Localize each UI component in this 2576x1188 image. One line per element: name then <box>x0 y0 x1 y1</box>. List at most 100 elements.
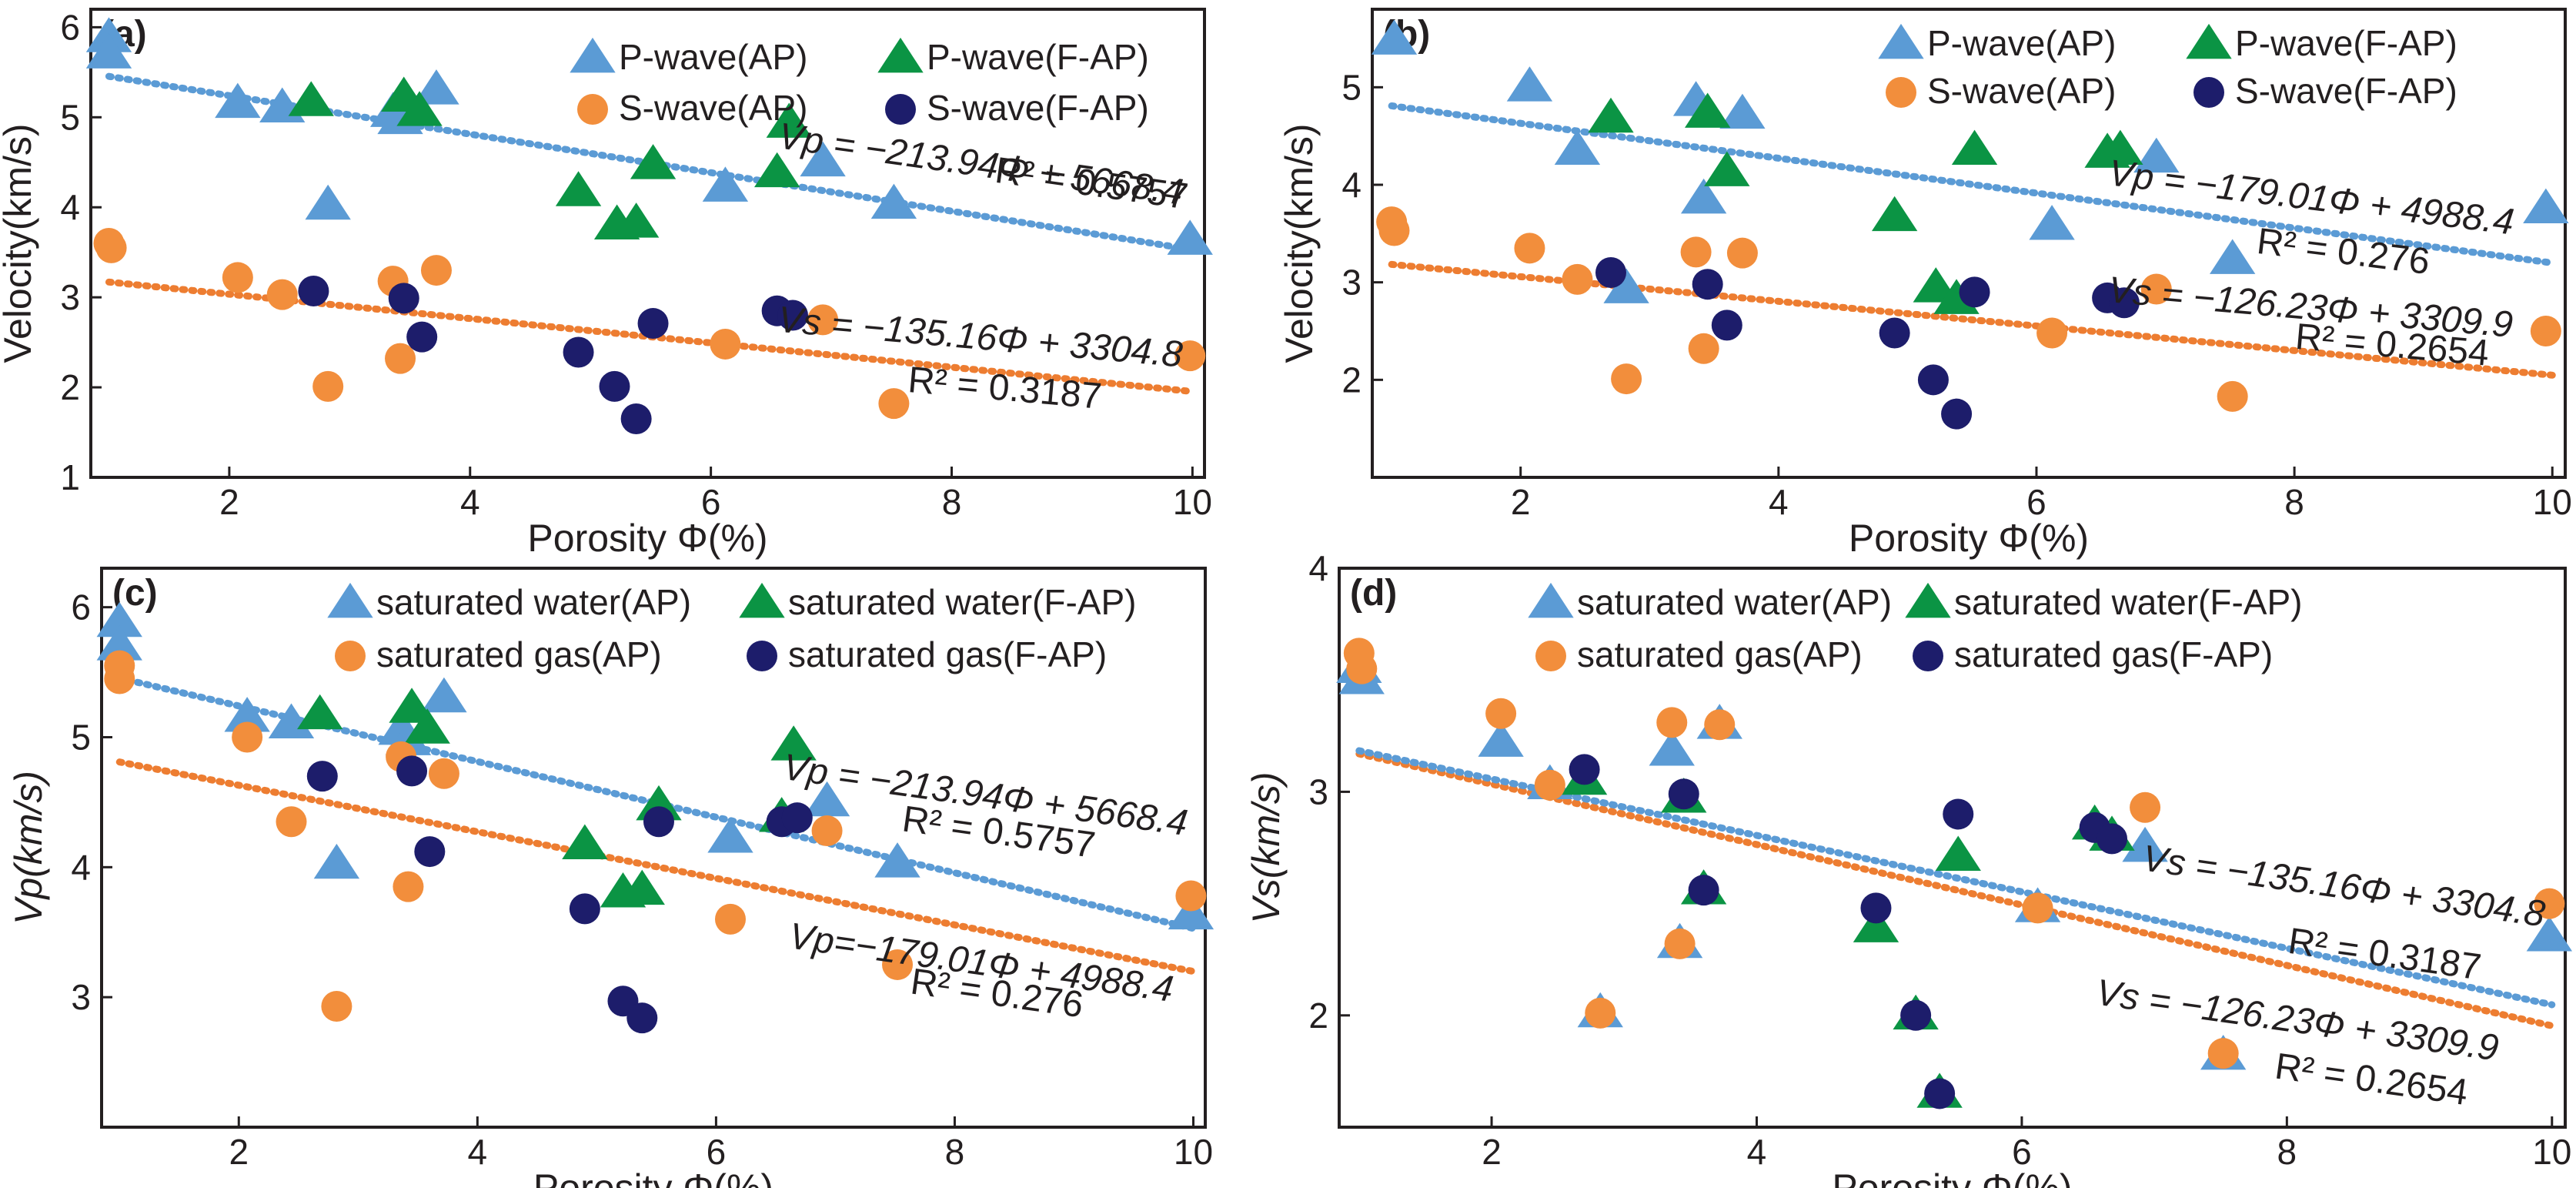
data-point <box>288 81 334 116</box>
data-point <box>1853 907 1899 942</box>
data-point <box>562 824 608 859</box>
data-point <box>1688 875 1719 906</box>
series-4 <box>298 275 809 434</box>
data-point <box>2036 317 2068 349</box>
x-tick-label: 4 <box>1769 482 1789 522</box>
data-point <box>2534 888 2565 919</box>
legend-label: saturated gas(AP) <box>376 634 662 674</box>
legend-marker <box>747 641 777 671</box>
data-point <box>1175 880 1207 912</box>
legend-label: saturated water(F-AP) <box>788 582 1136 622</box>
data-point <box>637 308 669 340</box>
data-point <box>2097 823 2128 855</box>
legend-marker <box>2193 77 2224 108</box>
data-point <box>1534 769 1565 801</box>
fit-line-1 <box>1388 102 2556 267</box>
y-tick-label: 3 <box>71 977 91 1017</box>
x-tick-label: 6 <box>2026 482 2046 522</box>
data-point <box>2097 129 2143 166</box>
data-point <box>1719 93 1766 129</box>
data-point <box>224 697 270 732</box>
x-tick-label: 2 <box>1511 482 1531 522</box>
x-tick-label: 4 <box>460 482 480 522</box>
data-point <box>1917 364 1949 396</box>
data-point <box>2217 380 2248 412</box>
x-tick-label: 4 <box>468 1132 488 1172</box>
series-4 <box>1595 257 2140 430</box>
data-point <box>874 842 920 878</box>
data-point <box>1478 721 1524 757</box>
x-axis-title: Porosity Φ(%) <box>533 1166 773 1188</box>
x-tick-label: 8 <box>2277 1132 2297 1172</box>
data-point <box>707 818 753 853</box>
y-tick-label: 5 <box>60 97 80 137</box>
data-point <box>2133 137 2180 173</box>
x-tick-label: 4 <box>1747 1132 1767 1172</box>
data-point <box>1871 196 1918 232</box>
data-point <box>1943 798 1974 830</box>
x-tick-label: 6 <box>2012 1132 2032 1172</box>
data-point <box>312 370 344 402</box>
y-tick-label: 6 <box>60 7 80 47</box>
data-point <box>1680 178 1727 214</box>
data-point <box>882 949 914 980</box>
data-point <box>1692 269 1723 300</box>
data-point <box>870 183 917 219</box>
legend-label: S-wave(AP) <box>619 88 807 128</box>
legend-label: P-wave(AP) <box>1927 23 2116 63</box>
data-point <box>1174 340 1206 372</box>
data-point <box>396 755 428 787</box>
data-point <box>1935 835 1981 871</box>
data-point <box>613 202 660 238</box>
legend-marker <box>1913 641 1943 671</box>
x-tick-label: 10 <box>1174 1132 1213 1172</box>
data-point <box>811 815 843 847</box>
series-1 <box>1371 19 2569 303</box>
data-point <box>1506 66 1553 102</box>
data-point <box>702 166 749 202</box>
legend-label: S-wave(F-AP) <box>927 88 1149 128</box>
data-point <box>1595 257 1626 288</box>
fit-equation: Vs = −135.16Φ + 3304.8 <box>777 300 1184 376</box>
legend-marker <box>1528 582 1574 618</box>
data-point <box>1941 398 1973 430</box>
legend-label: saturated water(AP) <box>1577 582 1892 622</box>
legend-label: P-wave(AP) <box>619 37 807 77</box>
data-point <box>1951 129 1998 166</box>
legend-marker <box>327 582 373 618</box>
y-tick-label: 2 <box>1341 360 1362 400</box>
y-axis-title: Vp(km/s) <box>7 771 50 925</box>
data-point <box>406 321 438 353</box>
data-point <box>1726 237 1758 269</box>
plot-frame <box>1371 8 2567 479</box>
legend-label: saturated water(F-AP) <box>1954 582 2302 622</box>
data-point <box>1704 709 1736 741</box>
data-point <box>96 601 142 638</box>
data-point <box>85 33 132 69</box>
data-point <box>268 703 315 738</box>
data-point <box>766 102 812 138</box>
data-point <box>1668 778 1699 810</box>
data-point <box>393 871 424 902</box>
data-point <box>222 262 253 293</box>
legend-label: S-wave(F-AP) <box>2235 71 2457 111</box>
legend-label: saturated water(AP) <box>376 582 691 622</box>
legend: P-wave(AP) P-wave(F-AP) S-wave(AP) S-wave(F… <box>1878 23 2457 111</box>
data-point <box>1680 236 1712 268</box>
y-axis-title: Velocity(km/s) <box>1278 123 1321 363</box>
legend-label: saturated gas(AP) <box>1577 634 1863 674</box>
legend-marker <box>1535 641 1566 671</box>
r-squared-label: R² = 0.3187 <box>2286 921 2484 989</box>
y-tick-label: 6 <box>71 587 91 627</box>
data-point <box>1346 653 1378 684</box>
y-tick-label: 1 <box>60 457 80 497</box>
data-point <box>2526 916 2573 952</box>
y-axis-title: Velocity(km/s) <box>0 123 39 363</box>
data-point <box>1924 1078 1956 1109</box>
data-point <box>777 300 809 331</box>
x-tick-label: 6 <box>701 482 721 522</box>
y-tick-label: 2 <box>1308 996 1328 1036</box>
r-squared-label: R² = 0.3187 <box>907 360 1104 417</box>
